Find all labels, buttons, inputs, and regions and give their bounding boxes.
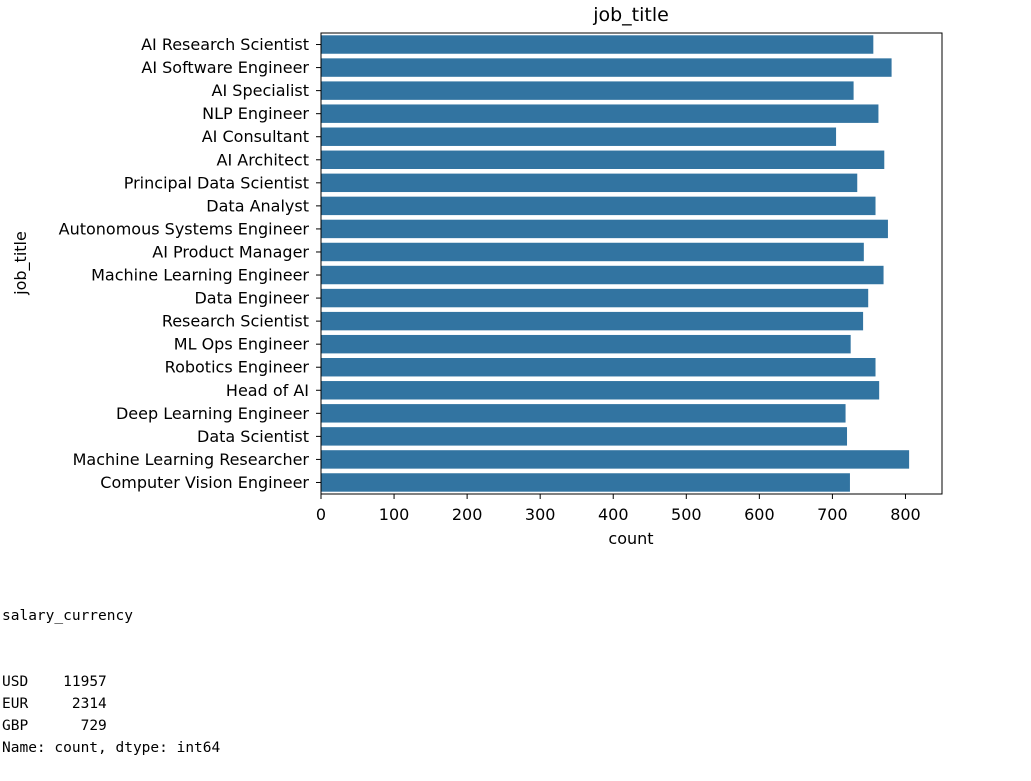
bar [321, 265, 884, 285]
chart-title: job_title [592, 4, 669, 26]
y-tick-label: AI Product Manager [152, 242, 309, 261]
bar [321, 404, 846, 423]
bar [321, 334, 851, 354]
x-tick-label: 300 [525, 505, 556, 524]
bars-group [321, 35, 910, 492]
y-tick-label: AI Research Scientist [141, 35, 309, 54]
y-tick-label: Data Analyst [206, 196, 309, 215]
output-row-label: USD [2, 674, 29, 690]
bar [321, 35, 874, 54]
bar [321, 81, 854, 100]
x-tick-label: 600 [744, 505, 775, 524]
series-output: salary_currency USD 11957 EUR 2314 GBP 729… [2, 561, 220, 781]
bar [321, 150, 885, 169]
y-tick-label: Principal Data Scientist [124, 173, 309, 192]
y-tick-label: Data Scientist [197, 427, 309, 446]
output-row: EUR 2314 [2, 693, 220, 715]
output-row-label: GBP [2, 718, 29, 734]
output-row-value: 11957 [63, 674, 107, 690]
y-tick-label: ML Ops Engineer [174, 335, 310, 354]
y-tick-label: Deep Learning Engineer [116, 404, 309, 423]
output-header: salary_currency [2, 608, 133, 624]
x-ticks-group: 0 100 200 300 400 500 600 700 800 [316, 494, 921, 524]
output-row: USD 11957 [2, 671, 220, 693]
output-row-value: 2314 [71, 696, 107, 712]
bar [321, 127, 837, 146]
output-row-label: EUR [2, 696, 29, 712]
y-tick-label: AI Consultant [202, 127, 309, 146]
bar [321, 358, 876, 377]
x-tick-label: 700 [817, 505, 848, 524]
y-tick-label: NLP Engineer [202, 104, 309, 123]
y-axis-label: job_title [11, 231, 31, 296]
x-tick-label: 200 [452, 505, 483, 524]
x-tick-label: 0 [316, 505, 326, 524]
x-axis-label: count [608, 529, 653, 548]
output-footer: Name: count, dtype: int64 [2, 740, 221, 756]
y-tick-label: Computer Vision Engineer [100, 473, 309, 492]
y-tick-label: Machine Learning Researcher [73, 450, 310, 469]
y-tick-label: Machine Learning Engineer [91, 266, 309, 285]
y-tick-label: AI Software Engineer [141, 58, 309, 77]
y-tick-label: Robotics Engineer [165, 358, 310, 377]
bar [321, 196, 876, 216]
x-tick-label: 400 [598, 505, 629, 524]
y-tick-label: Head of AI [226, 381, 309, 400]
output-row-value: 729 [80, 718, 107, 734]
y-tick-label: AI Specialist [212, 81, 309, 100]
x-tick-label: 100 [379, 505, 410, 524]
y-tick-label: AI Architect [217, 150, 310, 169]
bar [321, 173, 858, 193]
bar [321, 427, 848, 446]
bar [321, 219, 888, 239]
bar [321, 242, 864, 262]
bar [321, 104, 879, 123]
y-tick-label: Data Engineer [194, 289, 309, 308]
bar [321, 381, 880, 400]
x-tick-label: 800 [890, 505, 921, 524]
bar [321, 288, 869, 308]
bar [321, 58, 892, 77]
y-tick-label: Autonomous Systems Engineer [59, 219, 310, 238]
x-tick-label: 500 [671, 505, 702, 524]
output-rows: USD 11957 EUR 2314 GBP 729 [2, 671, 220, 734]
bar [321, 473, 850, 492]
output-row: GBP 729 [2, 715, 220, 737]
y-tick-label: Research Scientist [162, 312, 309, 331]
bar-chart: job_title AI Research Scientist AI Softwa… [11, 4, 943, 548]
y-ticks-group: AI Research Scientist AI Software Enginee… [59, 35, 321, 492]
bar [321, 311, 864, 331]
plot-frame [320, 32, 943, 495]
bar [321, 450, 910, 469]
